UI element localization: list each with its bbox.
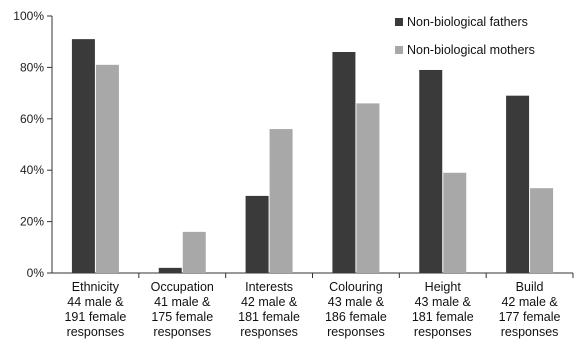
legend-swatch (395, 18, 403, 26)
y-tick-label: 60% (20, 112, 44, 126)
bar-mothers (356, 103, 380, 273)
y-tick-label: 40% (20, 163, 44, 177)
bar-mothers (95, 64, 119, 273)
x-tick-label: Interests 42 male & 181 female responses (238, 280, 300, 339)
legend-label: Non-biological fathers (407, 15, 528, 29)
y-tick-label: 20% (20, 215, 44, 229)
legend-label: Non-biological mothers (407, 43, 535, 57)
axes (51, 16, 574, 278)
bar-fathers (506, 95, 530, 273)
bar-mothers (443, 172, 467, 273)
bar-mothers (530, 188, 554, 273)
x-tick-label: Height 43 male & 181 female responses (412, 280, 474, 339)
bar-fathers (245, 195, 269, 273)
x-tick-label: Build 42 male & 177 female responses (499, 280, 561, 339)
y-tick-label: 100% (13, 9, 44, 23)
y-tick-labels: 0% 20% 40% 60% 80% 100% (13, 9, 52, 280)
x-tick-label: Colouring 43 male & 186 female responses (325, 280, 387, 339)
bar-fathers (158, 267, 182, 273)
bar-mothers (269, 129, 293, 273)
y-tick-label: 0% (27, 266, 45, 280)
legend: Non-biological fathers Non-biological mot… (395, 15, 535, 57)
bar-fathers (419, 69, 443, 273)
bar-fathers (71, 39, 95, 273)
y-tick-label: 80% (20, 60, 44, 74)
x-tick-label: Occupation 41 male & 175 female responses (151, 280, 214, 339)
bar-fathers (332, 51, 356, 274)
bar-mothers (182, 231, 206, 273)
legend-swatch (395, 46, 403, 54)
bars (71, 39, 554, 274)
category-labels: Ethnicity 44 male & 191 female responses Occ… (64, 280, 560, 339)
x-tick-label: Ethnicity 44 male & 191 female responses (64, 280, 126, 339)
